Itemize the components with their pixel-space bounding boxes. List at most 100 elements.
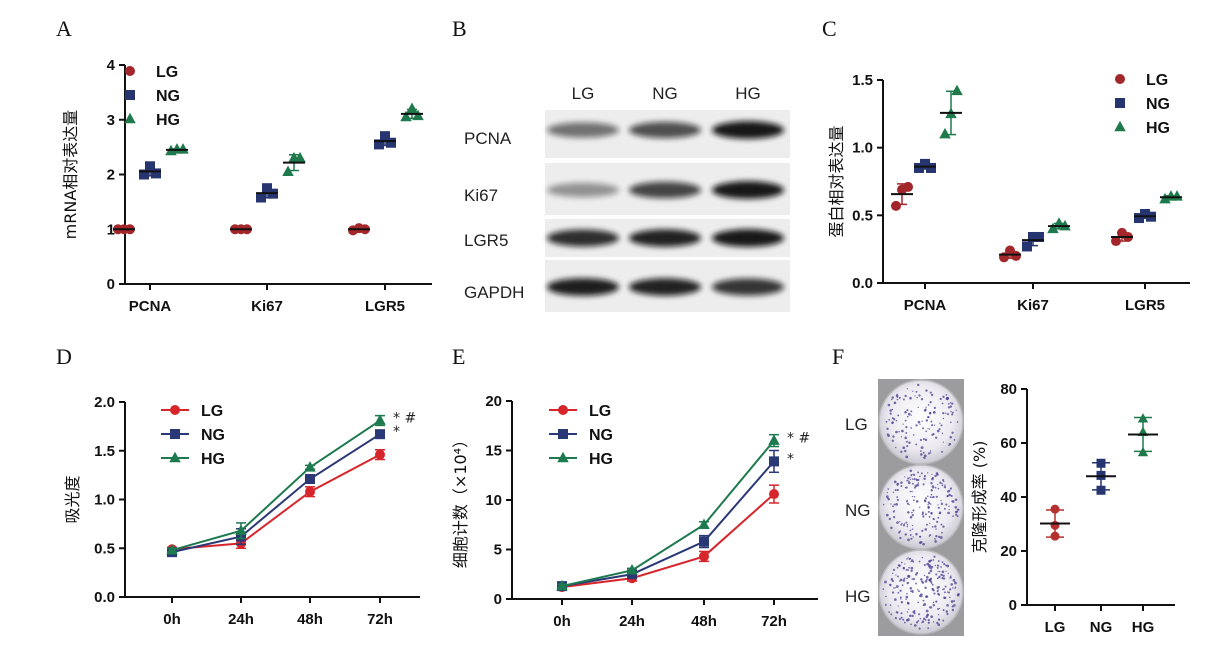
x-tick-label: HG xyxy=(1132,619,1155,636)
colony-dot xyxy=(902,566,905,569)
colony-dot xyxy=(895,419,898,422)
data-point-ng xyxy=(375,429,385,440)
colony-dot xyxy=(891,421,894,425)
blot-band-lgr5 xyxy=(547,229,619,247)
colony-dot xyxy=(885,513,889,517)
colony-dot xyxy=(911,513,914,517)
colony-dot xyxy=(912,577,916,581)
colony-dot xyxy=(928,578,932,582)
y-tick-label: 5 xyxy=(494,542,502,559)
colony-dot xyxy=(928,515,931,518)
y-tick-label: 1.5 xyxy=(852,72,873,89)
colony-dot xyxy=(941,561,944,564)
colony-dot xyxy=(916,572,919,575)
colony-dot xyxy=(912,610,916,614)
x-tick-label: Ki67 xyxy=(1017,297,1049,314)
colony-dot xyxy=(942,525,945,528)
colony-dot xyxy=(916,589,919,591)
colony-dot xyxy=(937,506,940,509)
colony-dot xyxy=(923,499,927,503)
data-point-ng xyxy=(145,161,155,172)
blot-band-ki67 xyxy=(547,182,619,198)
colony-dot xyxy=(910,537,913,540)
colony-dot xyxy=(894,489,897,492)
colony-dot xyxy=(927,404,930,406)
y-tick-label: 0.0 xyxy=(94,589,115,606)
colony-dot xyxy=(916,483,920,487)
data-point-hg xyxy=(951,84,963,96)
data-point-ng xyxy=(1096,458,1106,468)
colony-dot xyxy=(900,601,904,604)
colony-dot xyxy=(928,502,931,505)
colony-dot xyxy=(892,435,895,438)
blot-protein-label-lgr5: LGR5 xyxy=(464,231,508,250)
chart-e: 0 5 10 15 20 0h 24h 48h 72h 细胞计数（×10⁴） LG NG HG * # * xyxy=(451,393,818,630)
x-tick-label: 48h xyxy=(297,611,323,628)
colony-dot xyxy=(889,604,892,607)
colony-dot xyxy=(933,424,936,426)
chart-a: 0 1 2 3 4 PCNA Ki67 LGR5 mRNA相对表达量 LG NG HG xyxy=(61,57,432,315)
colony-dot xyxy=(931,485,935,488)
y-tick-label: 1 xyxy=(107,221,115,238)
colony-dot xyxy=(947,572,949,575)
colony-dot xyxy=(948,489,951,492)
colony-dot xyxy=(920,472,923,475)
colony-dot xyxy=(895,446,897,449)
colony-dot xyxy=(947,511,950,515)
colony-dot xyxy=(950,583,954,586)
colony-dot xyxy=(926,523,928,526)
data-point-lg xyxy=(375,449,385,460)
colony-dot xyxy=(900,481,903,484)
colony-dot xyxy=(941,402,944,405)
colony-dot xyxy=(905,598,907,601)
colony-dot xyxy=(901,584,904,586)
colony-dot xyxy=(906,523,909,526)
series-line-lg xyxy=(171,453,381,551)
colony-dot xyxy=(945,397,949,401)
colony-dot xyxy=(917,482,920,484)
colony-dot xyxy=(904,410,907,414)
colony-dot xyxy=(899,520,901,523)
colony-dot xyxy=(936,520,939,523)
colony-dot xyxy=(891,417,894,420)
colony-dot xyxy=(899,530,901,532)
data-point-hg xyxy=(1047,222,1059,234)
y-tick-label: 1.0 xyxy=(94,492,115,509)
colony-dot xyxy=(940,502,944,506)
colony-dot xyxy=(942,619,945,622)
colony-dot xyxy=(942,395,945,399)
colony-dot xyxy=(900,612,903,615)
colony-dot xyxy=(955,409,957,411)
colony-dot xyxy=(904,563,906,565)
data-point-ng xyxy=(1096,485,1106,495)
colony-dot xyxy=(906,479,909,482)
colony-dot xyxy=(908,481,911,485)
y-tick-label: 0.5 xyxy=(852,207,873,224)
data-point-hg xyxy=(304,461,316,472)
colony-dot xyxy=(943,596,946,599)
colony-dot xyxy=(930,512,933,514)
colony-dot xyxy=(911,490,913,493)
colony-dot xyxy=(900,598,902,600)
colony-dot xyxy=(954,506,958,509)
legend-marker-lg xyxy=(1115,74,1125,84)
x-tick-label: LGR5 xyxy=(1125,297,1165,314)
data-point-ng xyxy=(256,192,266,203)
colony-dot xyxy=(887,488,890,490)
y-tick-label: 4 xyxy=(107,57,116,74)
colony-dot xyxy=(954,587,956,590)
colony-dot xyxy=(905,569,908,571)
colony-dot xyxy=(929,534,932,537)
colony-dot xyxy=(896,575,899,578)
data-point-hg xyxy=(177,143,189,154)
colony-dot xyxy=(890,613,893,616)
x-tick-label: 24h xyxy=(228,611,254,628)
colony-dot xyxy=(949,588,952,591)
y-tick-label: 1.5 xyxy=(94,443,115,460)
colony-dot xyxy=(919,594,922,598)
colony-dot xyxy=(941,484,944,487)
y-axis-label: 吸光度 xyxy=(63,475,82,523)
colony-dot xyxy=(904,394,907,398)
colony-dot xyxy=(888,517,892,521)
colony-dot xyxy=(896,398,899,401)
